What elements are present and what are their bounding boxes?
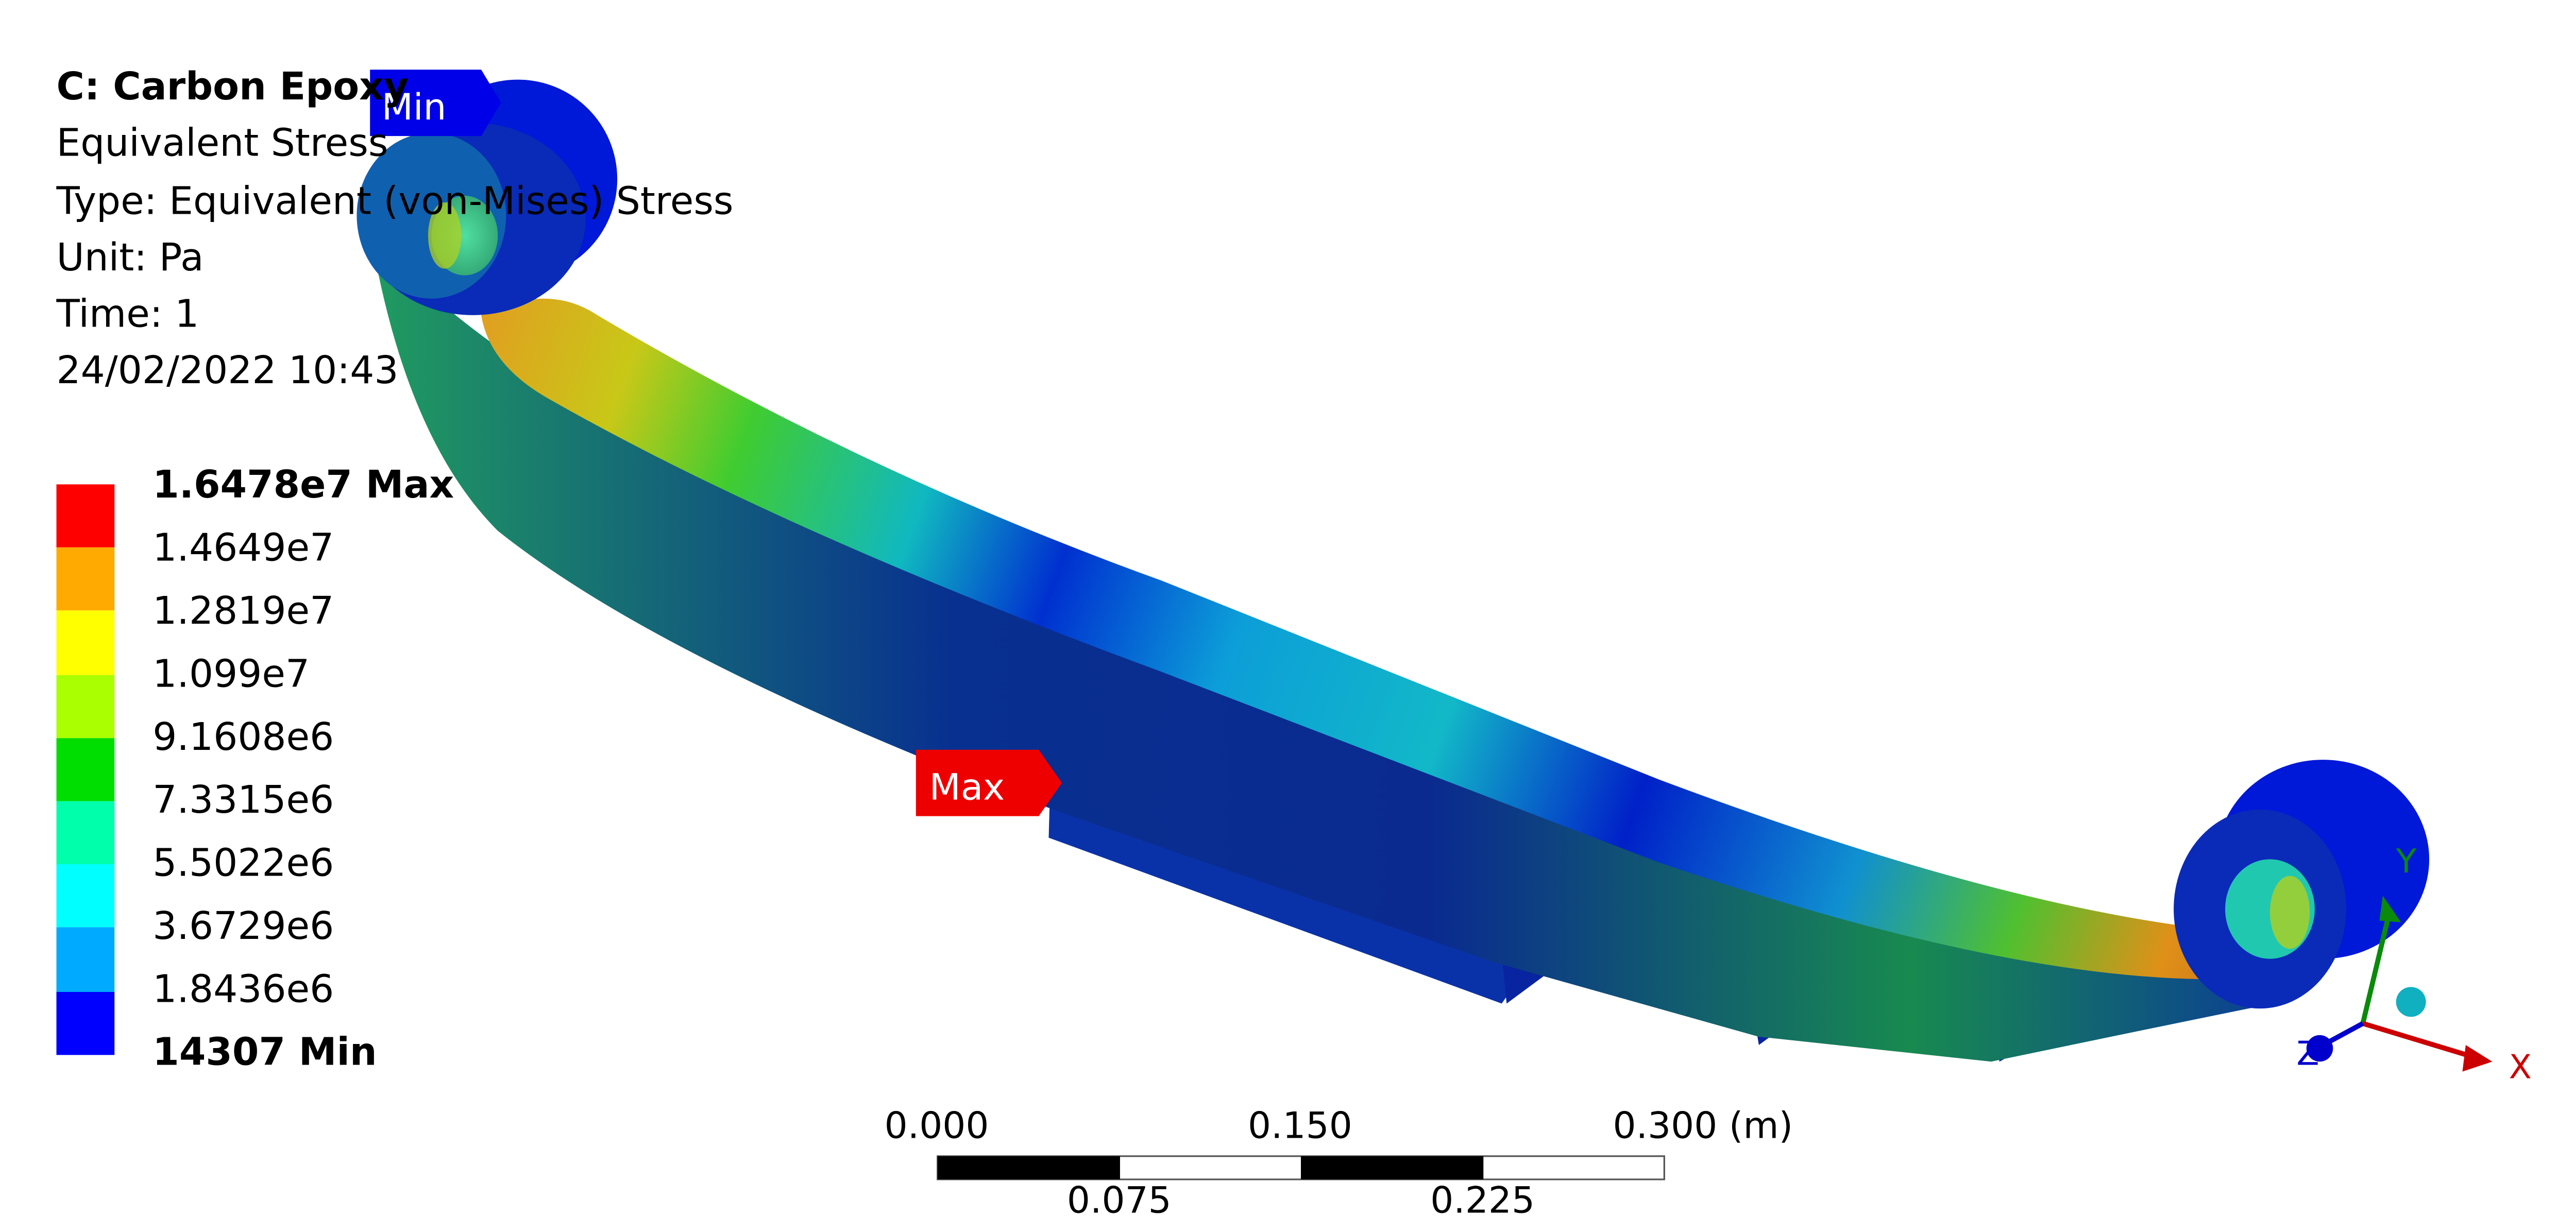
max-marker-label: Max <box>929 765 1005 808</box>
legend-swatch-4 <box>56 738 115 801</box>
scale-label-150: 0.150 <box>1248 1104 1352 1146</box>
legend-swatch-5 <box>56 801 115 865</box>
legend-label-5: 7.3315e6 <box>152 779 334 823</box>
info-result-name: Equivalent Stress <box>56 123 388 167</box>
info-type: Type: Equivalent (von-Mises) Stress <box>56 180 734 224</box>
legend-label-7: 3.6729e6 <box>152 905 334 949</box>
y-axis-arrow <box>2379 896 2401 922</box>
legend-label-4: 9.1608e6 <box>152 716 334 760</box>
z-axis-arrow <box>2306 1035 2333 1062</box>
legend-label-1: 1.4649e7 <box>152 527 334 571</box>
y-axis-line <box>2360 912 2392 1024</box>
legend-swatch-3 <box>56 674 115 738</box>
scale-bar: 0.000 0.150 0.300 (m) 0.075 0.225 <box>885 1104 1793 1215</box>
iso-ball-icon[interactable] <box>2396 987 2426 1017</box>
right-eye <box>2174 760 2430 1009</box>
min-marker-label: Min <box>382 85 447 128</box>
x-axis-arrow <box>2462 1045 2493 1072</box>
scale-label-075: 0.075 <box>1067 1178 1172 1215</box>
legend-label-2: 1.2819e7 <box>152 590 334 634</box>
legend-swatch-8 <box>56 991 115 1055</box>
info-title: C: Carbon Epoxy <box>56 66 409 110</box>
x-axis-label: X <box>2509 1048 2532 1086</box>
legend-label-3: 1.099e7 <box>152 653 310 697</box>
legend-max-label: 1.6478e7 Max <box>152 464 454 508</box>
min-marker: Min <box>370 70 501 136</box>
scale-label-0: 0.000 <box>885 1104 989 1146</box>
max-marker: Max <box>916 749 1062 816</box>
axis-triad[interactable]: Y X Z <box>2296 842 2531 1086</box>
info-time: Time: 1 <box>56 294 199 337</box>
info-unit: Unit: Pa <box>56 237 204 280</box>
legend-label-8: 1.8436e6 <box>152 968 334 1012</box>
spring-top-face <box>481 298 2240 980</box>
x-axis-line <box>2362 1021 2473 1059</box>
info-timestamp: 24/02/2022 10:43 <box>56 351 399 394</box>
z-axis-label: Z <box>2296 1035 2319 1073</box>
y-axis-label: Y <box>2396 842 2417 881</box>
legend-swatch-7 <box>56 928 115 991</box>
legend-swatch-2 <box>56 611 115 675</box>
legend-swatch-0 <box>56 484 115 548</box>
legend-swatch-1 <box>56 547 115 611</box>
legend-swatch-6 <box>56 864 115 928</box>
legend-label-6: 5.5022e6 <box>152 843 334 886</box>
result-info: C: Carbon Epoxy Equivalent Stress Type: … <box>57 60 734 401</box>
legend-min-label: 14307 Min <box>152 1032 377 1075</box>
scale-label-225: 0.225 <box>1430 1178 1535 1215</box>
scale-label-300: 0.300 (m) <box>1613 1104 1793 1146</box>
